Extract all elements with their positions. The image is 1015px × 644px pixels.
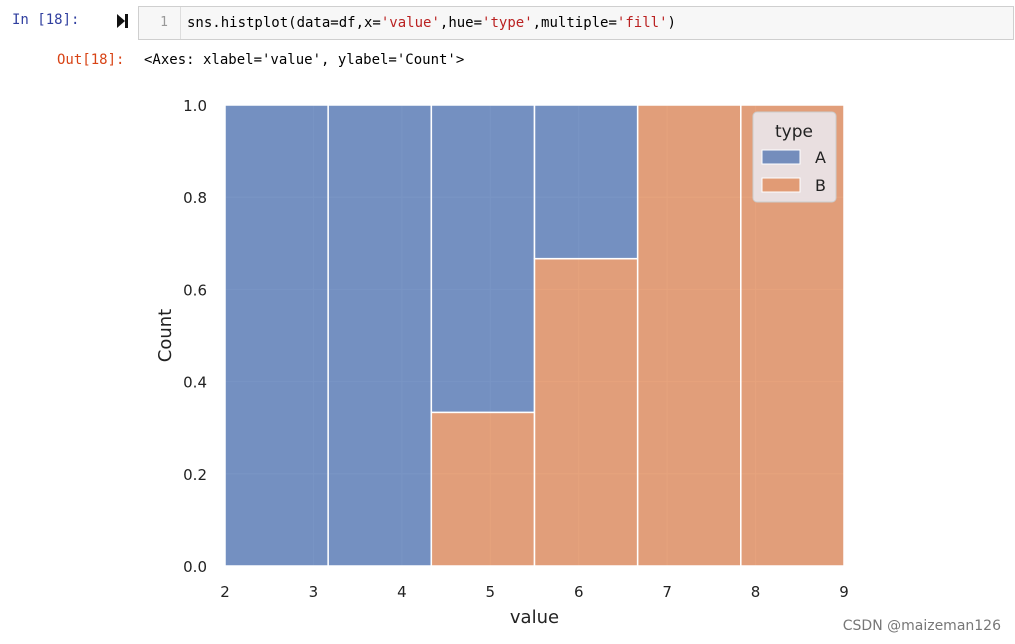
legend-label: B: [815, 176, 826, 195]
y-tick-label: 0.2: [183, 466, 207, 484]
y-tick-label: 0.8: [183, 189, 207, 207]
y-axis-label: Count: [155, 309, 176, 362]
code-string: 'type': [482, 15, 533, 31]
legend-title: type: [775, 122, 813, 142]
x-tick-label: 5: [486, 583, 496, 601]
legend-label: A: [815, 148, 826, 167]
legend-swatch: [761, 177, 801, 193]
y-tick-label: 0.4: [183, 374, 207, 392]
x-ticks: 2 3 4 5 6 7 8 9: [220, 583, 849, 601]
x-tick-label: 2: [220, 583, 230, 601]
output-text: <Axes: xlabel='value', ylabel='Count'>: [144, 52, 465, 68]
line-gutter: 1: [139, 7, 181, 39]
code-token: ,multiple=: [532, 15, 617, 31]
x-tick-label: 3: [309, 583, 319, 601]
input-prompt: In [18]:: [12, 12, 80, 28]
code-string: 'fill': [616, 15, 668, 31]
y-tick-label: 0.0: [183, 558, 207, 576]
code-token: ,hue=: [439, 15, 483, 31]
output-prompt: Out[18]:: [57, 52, 125, 68]
x-tick-label: 4: [397, 583, 407, 601]
code-line[interactable]: sns.histplot(data=df,x='value',hue='type…: [187, 15, 676, 31]
code-token: ): [667, 15, 676, 31]
histogram-bar: [533, 104, 639, 260]
histogram-bar: [430, 104, 536, 414]
histogram-bar: [636, 104, 742, 567]
x-tick-label: 6: [574, 583, 584, 601]
histogram-bar: [224, 104, 329, 567]
legend-swatch: [761, 149, 801, 165]
run-cursor-icon[interactable]: [116, 12, 130, 34]
y-tick-label: 1.0: [183, 97, 207, 115]
x-axis-label: value: [510, 607, 559, 628]
y-ticks: 0.0 0.2 0.4 0.6 0.8 1.0: [183, 97, 207, 576]
watermark: CSDN @maizeman126: [842, 618, 1001, 634]
code-token: sns.histplot(data=df,x=: [187, 15, 381, 31]
code-cell[interactable]: 1 sns.histplot(data=df,x='value',hue='ty…: [138, 6, 1014, 40]
histogram-bar: [430, 411, 536, 567]
histogram-bar: [327, 104, 433, 567]
code-string: 'value': [380, 15, 440, 31]
line-number: 1: [160, 15, 168, 30]
x-tick-label: 7: [662, 583, 672, 601]
bars: [224, 104, 845, 567]
x-tick-label: 9: [839, 583, 849, 601]
y-tick-label: 0.6: [183, 281, 207, 299]
x-tick-label: 8: [751, 583, 761, 601]
histogram-bar: [533, 257, 639, 567]
